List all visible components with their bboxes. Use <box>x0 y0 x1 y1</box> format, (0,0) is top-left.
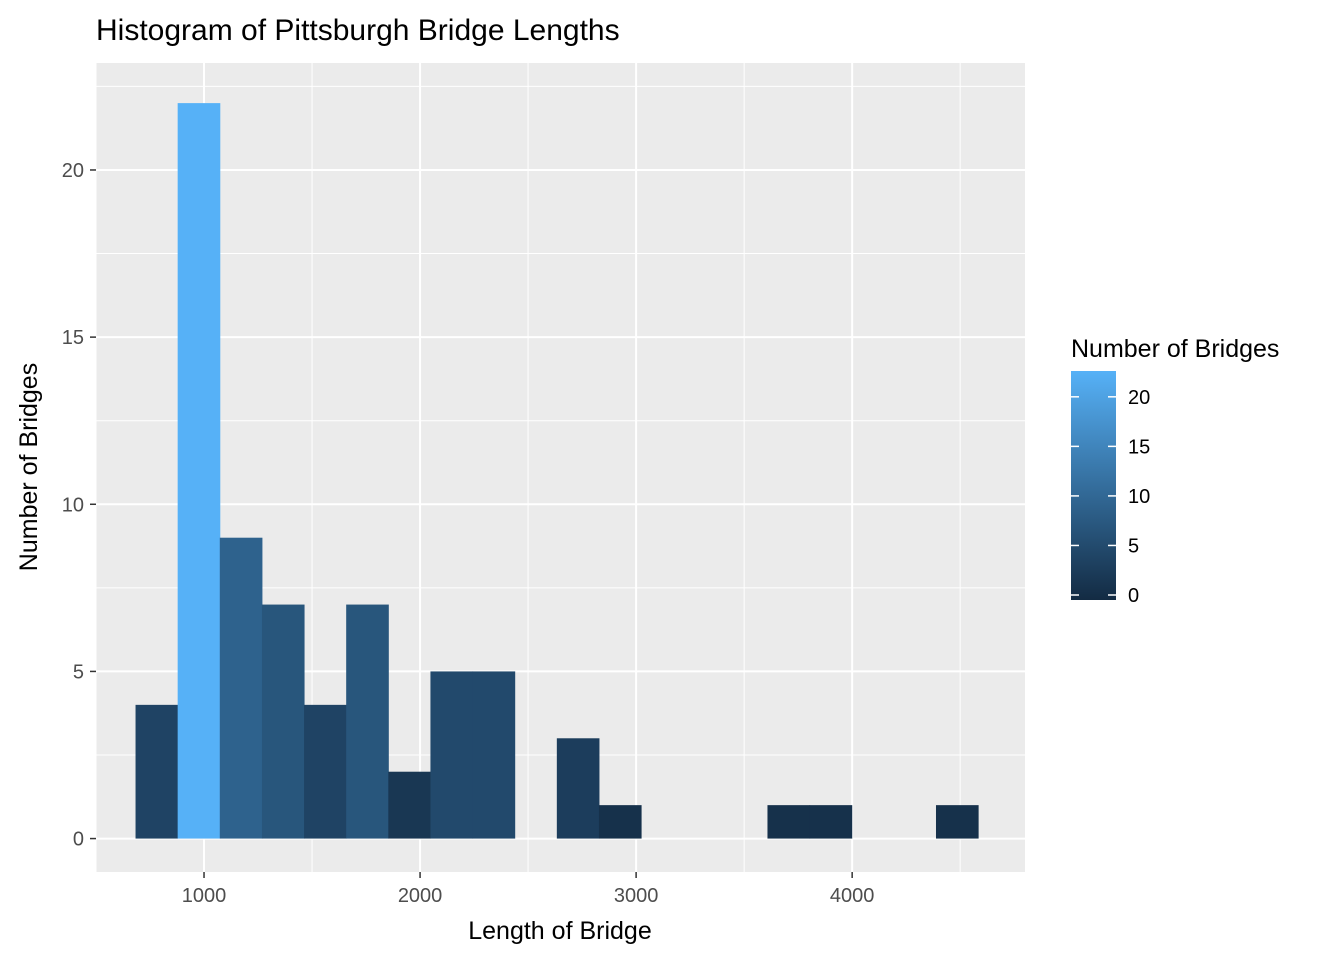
x-tick-label: 3000 <box>614 885 659 907</box>
legend-ticks: 0 5 10 15 20 <box>1071 387 1150 607</box>
histogram-bar <box>767 805 811 839</box>
y-axis-title: Number of Bridges <box>15 363 43 571</box>
y-tick-label: 10 <box>62 494 84 516</box>
legend-tick-label: 15 <box>1128 436 1150 458</box>
histogram-bars <box>135 103 979 839</box>
y-tick-label: 20 <box>62 160 84 182</box>
histogram-bar <box>346 604 389 839</box>
color-legend: Number of Bridges 0 5 10 15 20 <box>1071 335 1279 607</box>
legend-colorbar <box>1071 371 1116 600</box>
x-tick-label: 1000 <box>182 885 227 907</box>
histogram-bar <box>388 771 431 839</box>
histogram-bar <box>430 671 474 839</box>
histogram-bar <box>472 671 516 839</box>
x-tick-label: 2000 <box>398 885 443 907</box>
histogram-bar <box>935 805 979 839</box>
chart-title: Histogram of Pittsburgh Bridge Lengths <box>96 14 620 47</box>
histogram-bar <box>598 805 642 839</box>
y-tick-label: 0 <box>73 829 84 851</box>
histogram-bar <box>135 704 179 839</box>
x-axis-ticks: 1000 2000 3000 4000 <box>182 872 875 907</box>
x-axis-title: Length of Bridge <box>468 917 651 945</box>
y-axis-ticks: 0 5 10 15 20 <box>62 160 96 851</box>
y-tick-label: 15 <box>62 327 84 349</box>
y-tick-label: 5 <box>73 661 84 683</box>
x-tick-label: 4000 <box>830 885 875 907</box>
legend-tick-label: 20 <box>1128 387 1150 409</box>
legend-title: Number of Bridges <box>1071 335 1279 363</box>
legend-tick-label: 5 <box>1128 535 1139 557</box>
histogram-bar <box>304 704 347 839</box>
histogram-bar <box>219 537 263 839</box>
histogram-bar <box>261 604 305 839</box>
legend-tick-label: 0 <box>1128 585 1139 607</box>
histogram-bar <box>809 805 853 839</box>
histogram-bar <box>556 738 600 839</box>
histogram-bar <box>177 103 221 839</box>
legend-tick-label: 10 <box>1128 486 1150 508</box>
